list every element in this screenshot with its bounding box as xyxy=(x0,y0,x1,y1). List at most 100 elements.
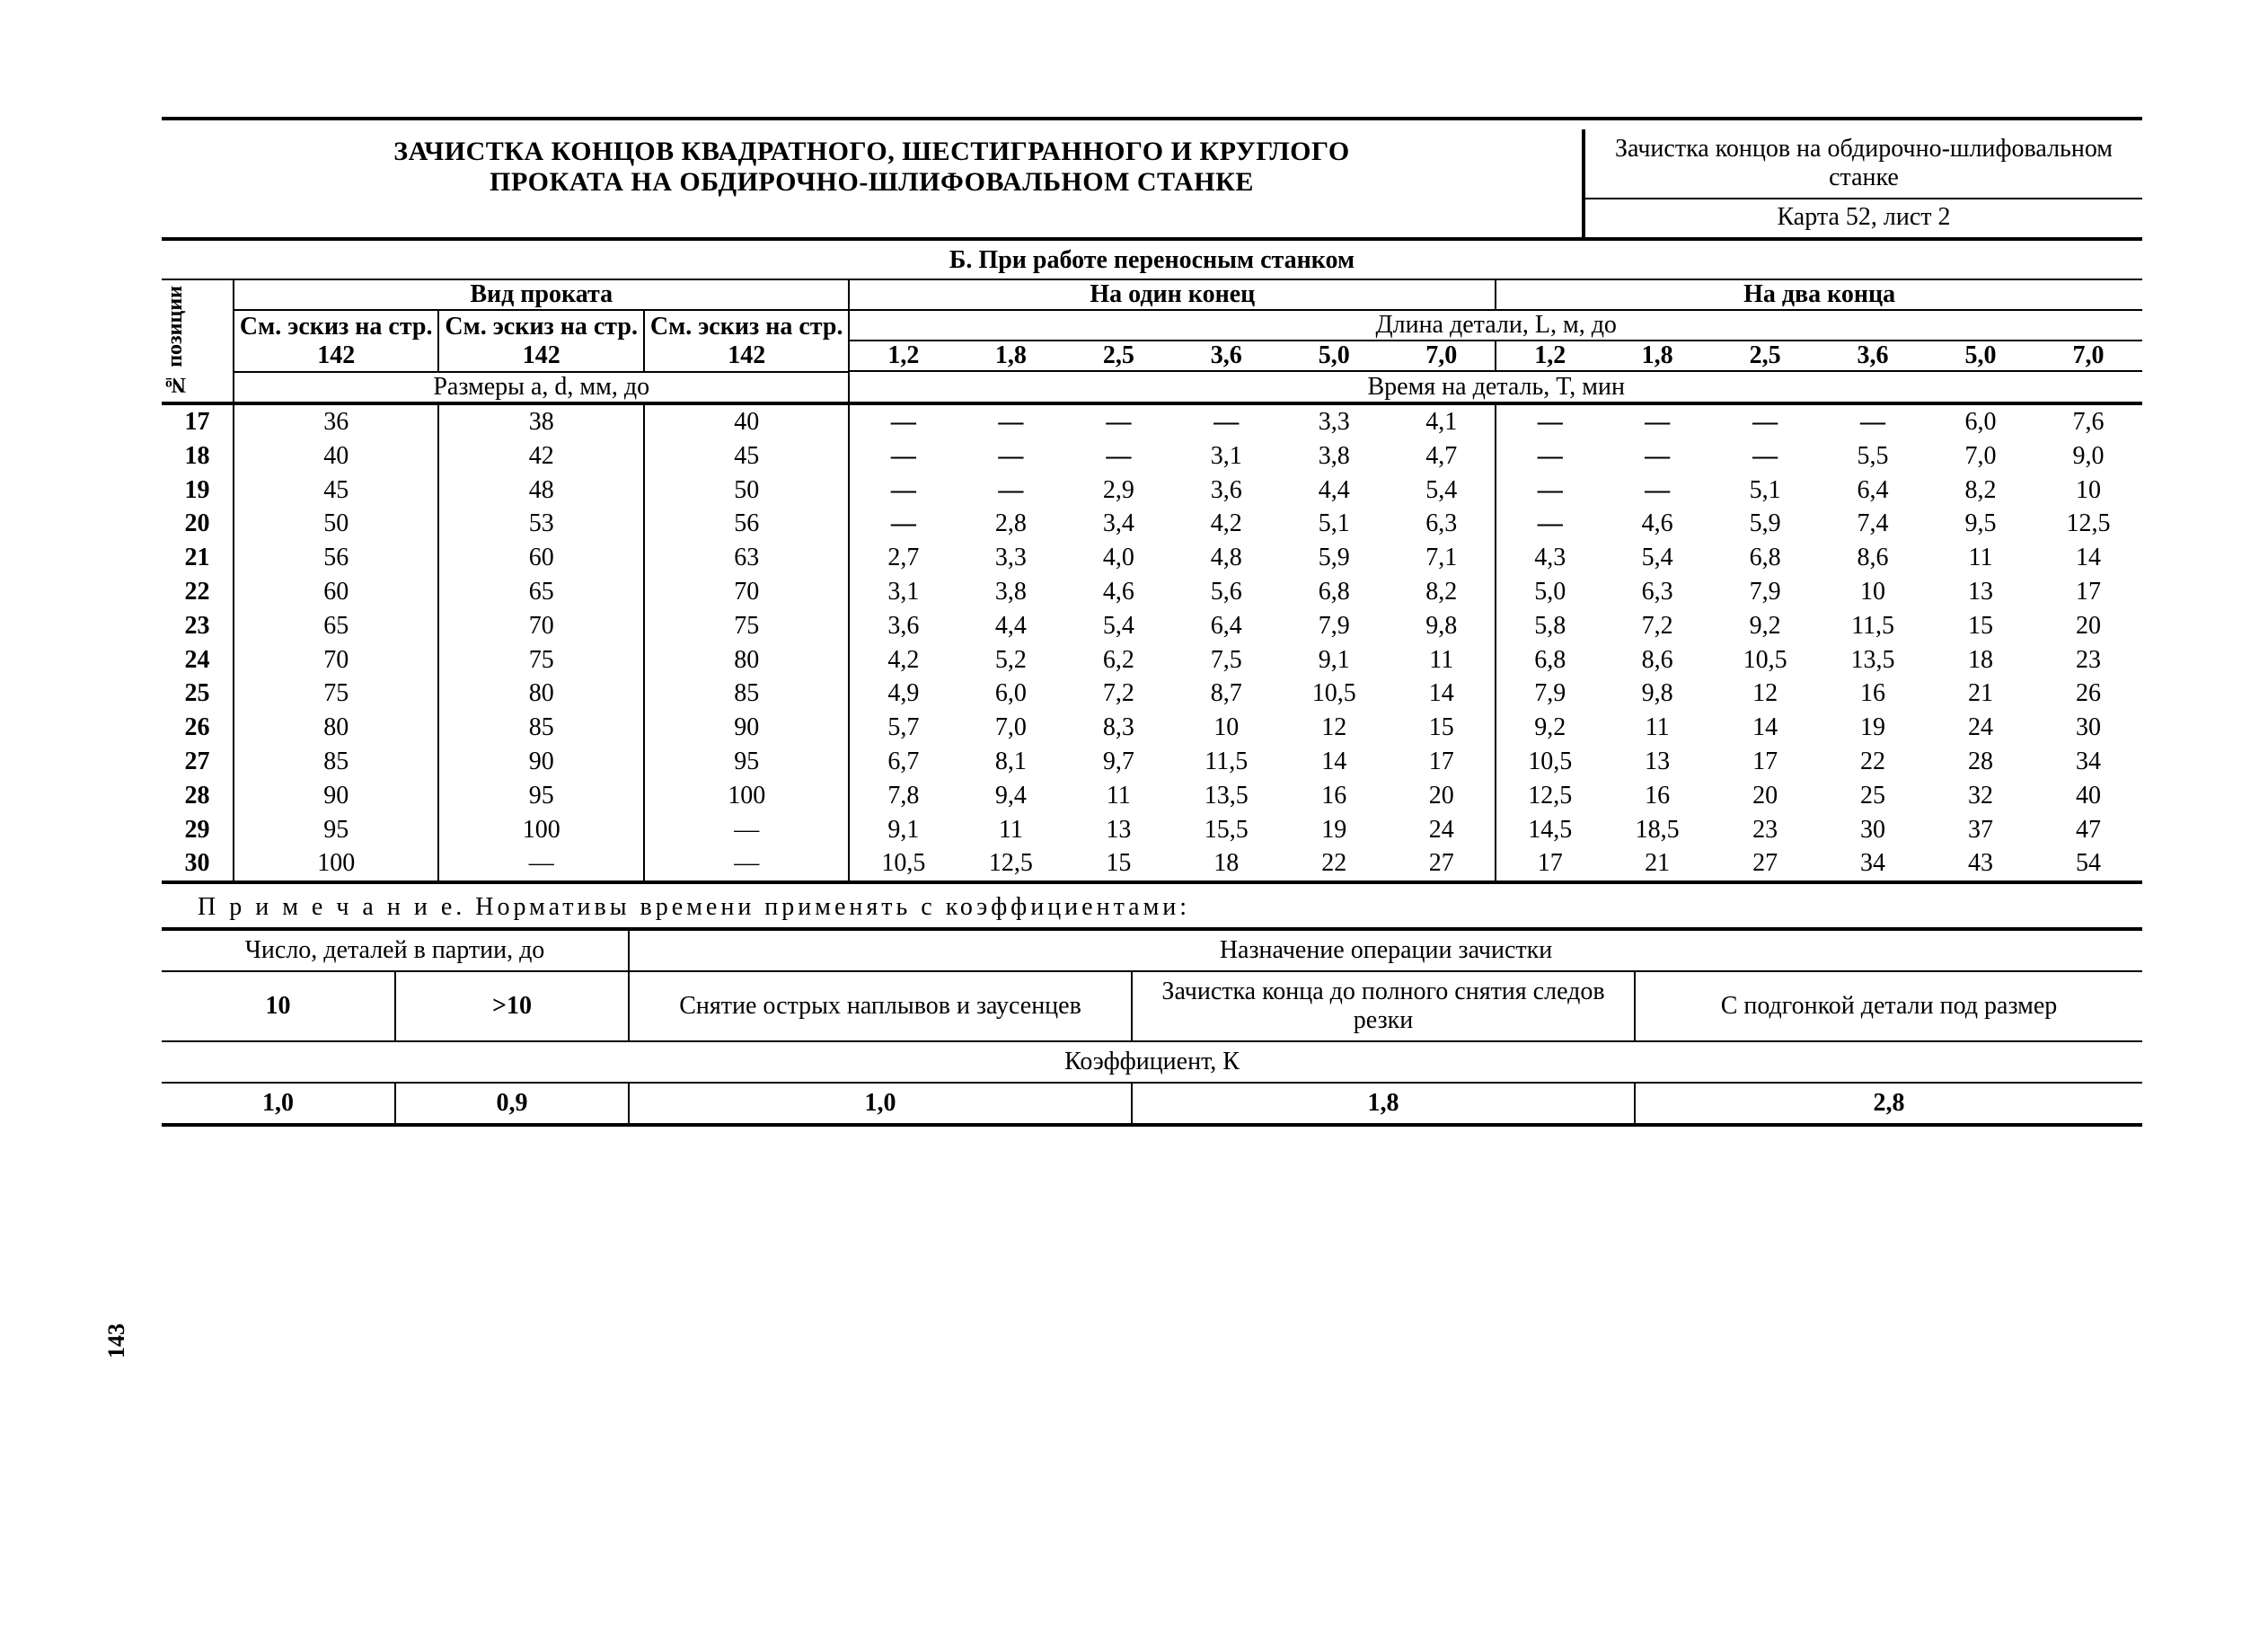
pos: 28 xyxy=(162,779,234,813)
col-one-end: На один конец xyxy=(849,280,1496,310)
val-two: 47 xyxy=(2034,813,2142,847)
pos: 27 xyxy=(162,745,234,779)
coeff-cgt10: >10 xyxy=(395,971,629,1041)
val-one: 8,1 xyxy=(957,745,1064,779)
col-razmery: Размеры a, d, мм, до xyxy=(234,372,849,403)
table-body: 17363840————3,34,1————6,07,618404245———3… xyxy=(162,403,2142,882)
val-one: 3,8 xyxy=(957,575,1064,609)
val-one: — xyxy=(957,473,1064,508)
val-two: — xyxy=(1496,473,1603,508)
val-two: 9,8 xyxy=(1603,677,1711,711)
val-two: 6,8 xyxy=(1711,541,1819,575)
col-vid-prokata: Вид проката xyxy=(234,280,849,310)
coeff-v2: 0,9 xyxy=(395,1083,629,1125)
pos: 19 xyxy=(162,473,234,508)
table-row: 247075804,25,26,27,59,1116,88,610,513,51… xyxy=(162,643,2142,677)
size-b: 90 xyxy=(438,745,643,779)
val-one: 15 xyxy=(1388,711,1496,745)
L-one-4: 5,0 xyxy=(1280,341,1388,371)
val-one: 15 xyxy=(1064,846,1172,882)
val-one: 10 xyxy=(1172,711,1280,745)
val-one: 4,6 xyxy=(1064,575,1172,609)
val-one: 7,0 xyxy=(957,711,1064,745)
val-two: 30 xyxy=(1819,813,1927,847)
val-two: 13,5 xyxy=(1819,643,1927,677)
val-two: 32 xyxy=(1927,779,2034,813)
size-b: 100 xyxy=(438,813,643,847)
val-one: 2,7 xyxy=(849,541,957,575)
val-one: — xyxy=(849,507,957,541)
val-one: 4,8 xyxy=(1172,541,1280,575)
title-line-1: ЗАЧИСТКА КОНЦОВ КВАДРАТНОГО, ШЕСТИГРАННО… xyxy=(393,137,1349,166)
val-two: 17 xyxy=(1496,846,1603,882)
coeff-h1: Число, деталей в партии, до xyxy=(162,929,629,971)
pos: 18 xyxy=(162,439,234,473)
val-two: 7,2 xyxy=(1603,609,1711,643)
table-row: 20505356—2,83,44,25,16,3—4,65,97,49,512,… xyxy=(162,507,2142,541)
pos: 29 xyxy=(162,813,234,847)
pos: 24 xyxy=(162,643,234,677)
table-row: 2890951007,89,41113,5162012,51620253240 xyxy=(162,779,2142,813)
L-one-0: 1,2 xyxy=(849,341,957,371)
val-two: 6,8 xyxy=(1496,643,1603,677)
table-row: 2995100—9,1111315,5192414,518,523303747 xyxy=(162,813,2142,847)
val-two: 28 xyxy=(1927,745,2034,779)
val-two: 17 xyxy=(2034,575,2142,609)
val-two: — xyxy=(1819,403,1927,439)
table-row: 278590956,78,19,711,5141710,51317222834 xyxy=(162,745,2142,779)
val-one: 8,3 xyxy=(1064,711,1172,745)
coeff-v4: 1,8 xyxy=(1132,1083,1635,1125)
size-c: 80 xyxy=(644,643,850,677)
size-a: 45 xyxy=(234,473,438,508)
size-c: — xyxy=(644,846,850,882)
val-one: — xyxy=(849,473,957,508)
col-two-ends: На два конца xyxy=(1496,280,2142,310)
sheet-label: Карта 52, лист 2 xyxy=(1585,199,2142,237)
val-one: 8,7 xyxy=(1172,677,1280,711)
pos: 20 xyxy=(162,507,234,541)
coeff-v3: 1,0 xyxy=(629,1083,1132,1125)
val-one: 27 xyxy=(1388,846,1496,882)
val-two: 5,5 xyxy=(1819,439,1927,473)
val-two: — xyxy=(1603,473,1711,508)
val-two: 7,0 xyxy=(1927,439,2034,473)
val-one: 4,4 xyxy=(957,609,1064,643)
val-one: 7,5 xyxy=(1172,643,1280,677)
val-two: 22 xyxy=(1819,745,1927,779)
size-a: 75 xyxy=(234,677,438,711)
val-one: 13 xyxy=(1064,813,1172,847)
val-two: 6,3 xyxy=(1603,575,1711,609)
table-header: № позиции Вид проката На один конец На д… xyxy=(162,280,2142,403)
size-a: 40 xyxy=(234,439,438,473)
size-c: 63 xyxy=(644,541,850,575)
pos: 26 xyxy=(162,711,234,745)
val-two: 23 xyxy=(1711,813,1819,847)
val-one: 5,4 xyxy=(1388,473,1496,508)
val-one: 5,7 xyxy=(849,711,957,745)
header-block: ЗАЧИСТКА КОНЦОВ КВАДРАТНОГО, ШЕСТИГРАННО… xyxy=(162,129,2142,241)
val-two: 8,2 xyxy=(1927,473,2034,508)
val-two: 5,1 xyxy=(1711,473,1819,508)
size-a: 56 xyxy=(234,541,438,575)
pos: 25 xyxy=(162,677,234,711)
title-line-2: ПРОКАТА НА ОБДИРОЧНО-ШЛИФОВАЛЬНОМ СТАНКЕ xyxy=(490,167,1254,197)
val-one: 4,9 xyxy=(849,677,957,711)
size-b: 65 xyxy=(438,575,643,609)
val-one: 12 xyxy=(1280,711,1388,745)
val-two: 7,4 xyxy=(1819,507,1927,541)
val-two: 9,2 xyxy=(1496,711,1603,745)
val-two: 7,6 xyxy=(2034,403,2142,439)
val-one: 14 xyxy=(1388,677,1496,711)
coeff-op2: Зачистка конца до полного снятия следов … xyxy=(1132,971,1635,1041)
val-two: 8,6 xyxy=(1819,541,1927,575)
size-b: 80 xyxy=(438,677,643,711)
val-two: 11,5 xyxy=(1819,609,1927,643)
table-row: 236570753,64,45,46,47,99,85,87,29,211,51… xyxy=(162,609,2142,643)
page-title: ЗАЧИСТКА КОНЦОВ КВАДРАТНОГО, ШЕСТИГРАННО… xyxy=(162,129,1582,237)
val-one: 3,6 xyxy=(1172,473,1280,508)
val-one: 3,1 xyxy=(849,575,957,609)
val-one: 10,5 xyxy=(849,846,957,882)
size-a: 100 xyxy=(234,846,438,882)
val-one: 3,8 xyxy=(1280,439,1388,473)
val-two: 5,0 xyxy=(1496,575,1603,609)
